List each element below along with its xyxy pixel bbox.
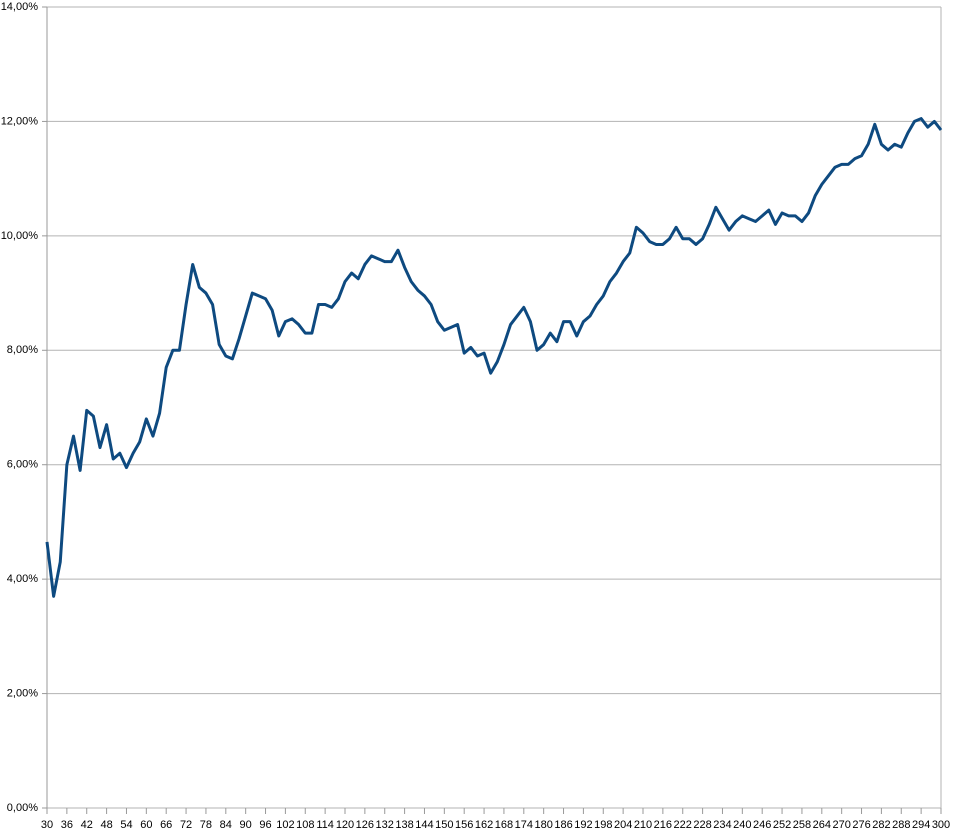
- x-tick-label: 168: [495, 819, 513, 831]
- x-tick-label: 192: [574, 819, 592, 831]
- x-tick-label: 210: [634, 819, 652, 831]
- x-tick-label: 288: [892, 819, 910, 831]
- y-tick-label: 0,00%: [7, 802, 38, 814]
- x-tick-label: 216: [654, 819, 672, 831]
- x-tick-label: 78: [200, 819, 212, 831]
- x-tick-label: 240: [733, 819, 751, 831]
- x-tick-label: 222: [674, 819, 692, 831]
- y-tick-label: 2,00%: [7, 687, 38, 699]
- x-tick-label: 234: [713, 819, 731, 831]
- x-tick-label: 276: [852, 819, 870, 831]
- x-tick-label: 126: [356, 819, 374, 831]
- x-tick-label: 228: [693, 819, 711, 831]
- x-tick-label: 156: [455, 819, 473, 831]
- y-tick-label: 8,00%: [7, 344, 38, 356]
- x-tick-label: 294: [912, 819, 930, 831]
- x-tick-label: 120: [336, 819, 354, 831]
- x-tick-label: 264: [813, 819, 831, 831]
- y-tick-label: 6,00%: [7, 459, 38, 471]
- x-tick-label: 54: [120, 819, 132, 831]
- x-tick-label: 132: [376, 819, 394, 831]
- x-tick-label: 300: [932, 819, 950, 831]
- x-tick-label: 270: [832, 819, 850, 831]
- x-tick-label: 144: [415, 819, 433, 831]
- y-tick-label: 14,00%: [1, 1, 39, 13]
- y-tick-label: 4,00%: [7, 573, 38, 585]
- x-tick-label: 186: [554, 819, 572, 831]
- x-tick-label: 90: [240, 819, 252, 831]
- x-tick-label: 174: [515, 819, 533, 831]
- x-tick-label: 114: [316, 819, 334, 831]
- x-tick-label: 72: [180, 819, 192, 831]
- x-tick-label: 96: [259, 819, 271, 831]
- x-tick-label: 150: [435, 819, 453, 831]
- x-tick-label: 246: [753, 819, 771, 831]
- x-tick-label: 204: [614, 819, 632, 831]
- x-tick-label: 84: [220, 819, 232, 831]
- x-tick-label: 282: [872, 819, 890, 831]
- x-tick-label: 36: [61, 819, 73, 831]
- y-tick-label: 12,00%: [1, 115, 39, 127]
- x-tick-label: 42: [81, 819, 93, 831]
- x-tick-label: 180: [534, 819, 552, 831]
- x-tick-label: 108: [296, 819, 314, 831]
- data-line: [45, 117, 943, 598]
- x-tick-label: 102: [276, 819, 294, 831]
- x-tick-label: 30: [41, 819, 53, 831]
- x-tick-label: 66: [160, 819, 172, 831]
- x-tick-label: 60: [140, 819, 152, 831]
- x-tick-label: 258: [793, 819, 811, 831]
- x-tick-label: 138: [395, 819, 413, 831]
- x-tick-label: 198: [594, 819, 612, 831]
- x-tick-label: 162: [475, 819, 493, 831]
- y-tick-label: 10,00%: [1, 230, 39, 242]
- x-tick-label: 252: [773, 819, 791, 831]
- x-tick-label: 48: [100, 819, 112, 831]
